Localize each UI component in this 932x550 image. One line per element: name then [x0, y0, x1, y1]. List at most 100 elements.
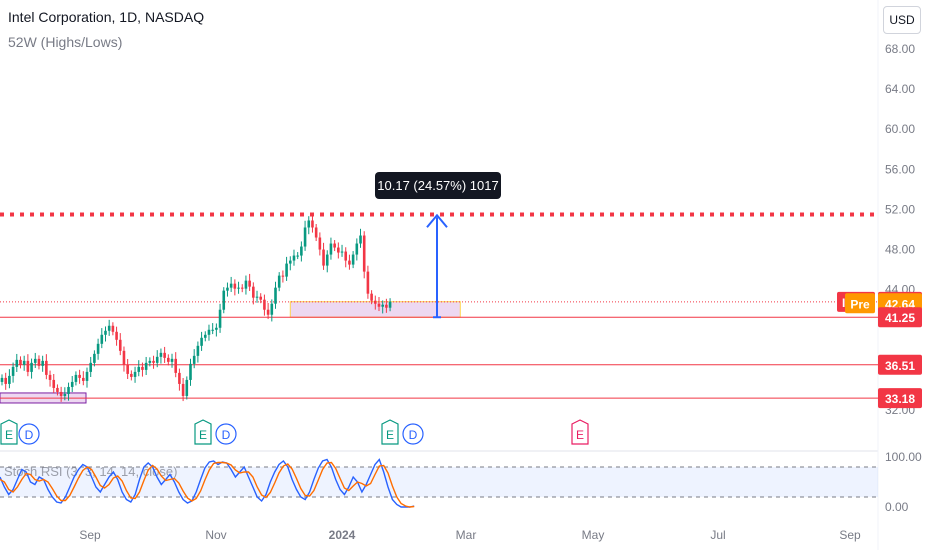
price-axis-tick: 48.00	[885, 243, 915, 257]
candle-body	[263, 299, 266, 310]
candle-body	[107, 325, 111, 331]
candle-body	[74, 374, 78, 382]
candle-body	[292, 255, 296, 261]
candle-body	[167, 357, 170, 362]
event-label: E	[199, 428, 207, 442]
candle-body	[281, 275, 285, 277]
measure-arrowhead	[426, 213, 448, 228]
candle-body	[300, 246, 303, 256]
dividend-icon	[18, 423, 40, 445]
candle-body	[222, 290, 226, 310]
symbol-title[interactable]: Intel Corporation, 1D, NASDAQ	[8, 9, 205, 25]
time-axis-tick: Sep	[79, 528, 101, 542]
candle-body	[118, 339, 122, 351]
candle-body	[274, 287, 277, 304]
candle-body	[314, 227, 318, 238]
candle-body	[93, 353, 96, 363]
candle-body	[288, 260, 292, 264]
candle-body	[15, 359, 19, 367]
price-label-symbol: Pre	[850, 297, 870, 311]
candle-body	[45, 360, 48, 375]
stoch-band	[0, 467, 878, 497]
candle-body	[130, 373, 133, 377]
candle-body	[337, 247, 340, 253]
candle-body	[181, 383, 185, 396]
candle-body	[8, 375, 11, 384]
candle-body	[277, 275, 281, 288]
candle-body	[126, 364, 129, 374]
price-axis-tick: 68.00	[885, 42, 915, 56]
price-axis-tick: 52.00	[885, 202, 915, 216]
candle-body	[211, 329, 214, 331]
candle-body	[37, 358, 41, 366]
candle-body	[329, 243, 333, 255]
candle-body	[377, 303, 381, 307]
stoch-series-k	[0, 458, 415, 508]
candle-body	[307, 220, 311, 228]
candle-body	[185, 379, 189, 396]
candle-body	[26, 360, 30, 372]
candle-body	[144, 362, 148, 370]
candle-body	[215, 327, 218, 330]
candle-body	[218, 309, 222, 328]
candle-body	[388, 301, 392, 308]
candle-body	[192, 355, 196, 364]
candle-body	[115, 331, 118, 340]
candle-body	[385, 304, 388, 308]
candle-body	[325, 254, 329, 266]
candle-body	[189, 363, 192, 380]
candle-body	[266, 309, 270, 315]
event-label: D	[409, 428, 418, 442]
candle-body	[366, 271, 370, 294]
time-axis-tick: Mar	[456, 528, 477, 542]
candle-body	[82, 377, 85, 381]
dividend-icon	[402, 423, 424, 445]
time-axis-tick: Sep	[839, 528, 861, 542]
candle-body	[48, 374, 52, 380]
candle-body	[111, 325, 115, 332]
stoch-series-d	[0, 461, 415, 508]
candle-body	[137, 366, 141, 372]
earnings-icon	[194, 419, 212, 445]
candle-body	[148, 360, 152, 363]
candle-body	[373, 300, 377, 304]
candle-body	[59, 391, 63, 396]
measure-label: 10.17 (24.57%) 1017	[377, 178, 498, 193]
price-axis-tick: 60.00	[885, 122, 915, 136]
event-label: E	[5, 428, 13, 442]
candle-body	[96, 343, 100, 354]
candle-body	[344, 251, 348, 261]
candle-body	[233, 283, 237, 289]
candle-body	[63, 393, 67, 396]
time-axis-tick: Jul	[710, 528, 725, 542]
indicator-label[interactable]: 52W (Highs/Lows)	[8, 34, 123, 50]
candle-body	[196, 345, 200, 356]
candle-body	[252, 286, 255, 298]
candle-body	[255, 296, 259, 298]
candle-body	[0, 377, 4, 382]
dividend-icon	[215, 423, 237, 445]
candle-body	[333, 243, 336, 248]
price-label-box	[878, 388, 922, 409]
price-label-value: 41.25	[885, 311, 915, 325]
stoch-title: Stoch RSI (3, 3, 14, 14, close)	[4, 464, 177, 479]
candle-body	[30, 362, 33, 372]
candle-body	[285, 263, 288, 277]
candle-body	[226, 287, 229, 291]
candle-body	[244, 280, 248, 289]
time-axis-tick: Nov	[205, 528, 226, 542]
currency-button[interactable]: USD	[883, 6, 921, 34]
candle-body	[259, 296, 263, 300]
candle-body	[248, 280, 251, 287]
candle-body	[89, 362, 93, 372]
candle-body	[340, 251, 344, 253]
candle-body	[67, 386, 70, 394]
candle-body	[78, 374, 81, 378]
price-axis-tick: 56.00	[885, 162, 915, 176]
stoch-axis-tick: 0.00	[885, 500, 909, 514]
candle-body	[100, 334, 104, 344]
candle-body	[11, 366, 15, 376]
candle-body	[318, 237, 322, 250]
candle-body	[240, 287, 244, 289]
